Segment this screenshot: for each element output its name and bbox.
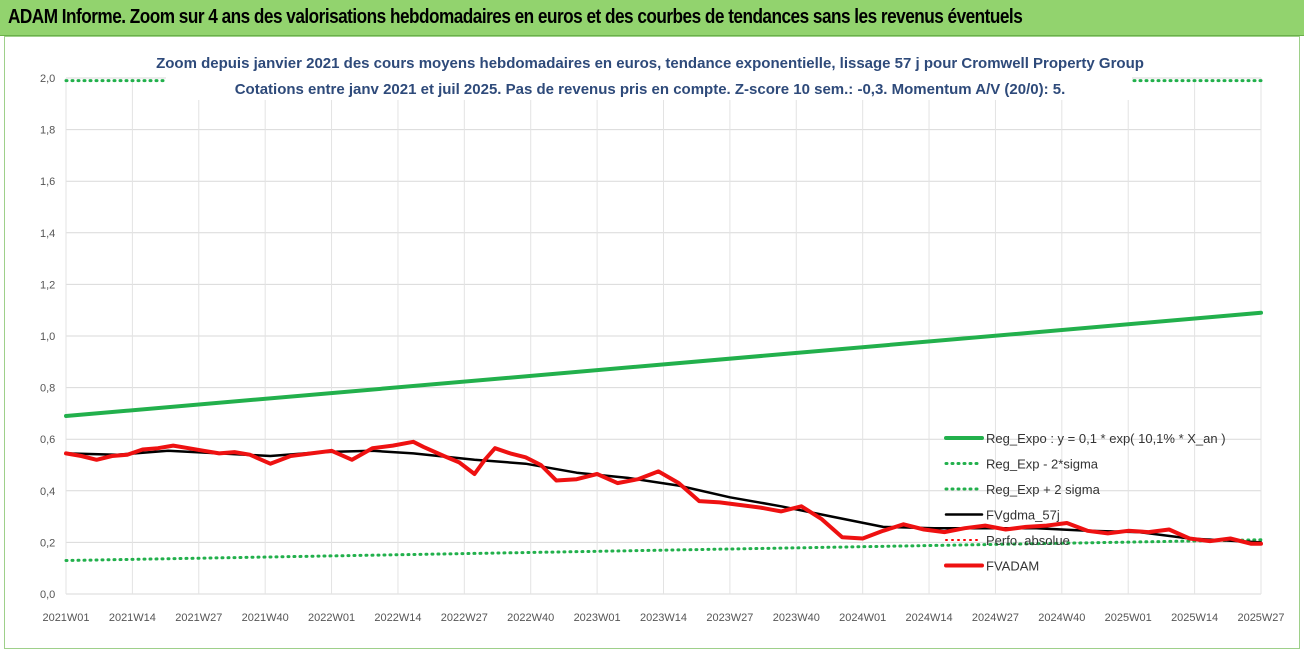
legend-label-2: Reg_Exp + 2 sigma — [986, 482, 1101, 497]
y-tick-label: 1,2 — [40, 279, 55, 291]
y-tick-label: 0,2 — [40, 537, 55, 549]
legend-label-3: FVgdma_57j — [986, 508, 1060, 523]
x-tick-label: 2025W01 — [1105, 612, 1152, 624]
x-tick-label: 2021W01 — [42, 612, 89, 624]
legend-label-5: FVADAM — [986, 559, 1039, 574]
x-tick-label: 2023W14 — [640, 612, 687, 624]
title-backdrop — [166, 50, 1132, 100]
y-tick-label: 1,8 — [40, 125, 55, 137]
x-tick-label: 2023W40 — [773, 612, 820, 624]
series-line-5 — [64, 439, 1263, 546]
x-tick-label: 2021W27 — [175, 612, 222, 624]
legend-label-0: Reg_Expo : y = 0,1 * exp( 10,1% * X_an ) — [986, 431, 1226, 446]
y-tick-label: 0,6 — [40, 434, 55, 446]
x-tick-label: 2024W27 — [972, 612, 1019, 624]
chart-subtitle-line-2: Cotations entre janv 2021 et juil 2025. … — [235, 81, 1066, 98]
x-tick-label: 2025W27 — [1237, 612, 1284, 624]
y-tick-label: 2,0 — [40, 73, 55, 85]
x-tick-label: 2022W27 — [441, 612, 488, 624]
report-title: ADAM Informe. Zoom sur 4 ans des valoris… — [8, 6, 1023, 28]
y-tick-label: 1,4 — [40, 228, 55, 240]
x-tick-label: 2022W40 — [507, 612, 554, 624]
x-tick-label: 2022W01 — [308, 612, 355, 624]
y-tick-label: 0,8 — [40, 383, 55, 395]
x-tick-label: 2021W14 — [109, 612, 156, 624]
y-tick-label: 0,0 — [40, 589, 55, 601]
x-tick-label: 2022W14 — [374, 612, 421, 624]
y-tick-label: 1,0 — [40, 331, 55, 343]
x-tick-label: 2024W01 — [839, 612, 886, 624]
legend-label-1: Reg_Exp - 2*sigma — [986, 457, 1099, 472]
x-tick-label: 2023W01 — [574, 612, 621, 624]
legend-label-4: Perfo. absolue — [986, 533, 1070, 548]
y-axis-ticks: 0,0 0,2 0,4 0,6 0,8 1,0 1,2 1,4 1,6 1,8 2,0 — [40, 73, 55, 601]
series-line-1 — [64, 538, 1263, 562]
y-tick-label: 1,6 — [40, 176, 55, 188]
x-tick-label: 2025W14 — [1171, 612, 1218, 624]
grid — [65, 77, 1262, 595]
x-axis-ticks: 2021W01 2021W14 2021W27 2021W40 2022W01 2022W… — [42, 612, 1284, 624]
report-banner: ADAM Informe. Zoom sur 4 ans des valoris… — [0, 0, 1304, 36]
chart-subtitle-line-1: Zoom depuis janvier 2021 des cours moyen… — [156, 55, 1144, 72]
x-tick-label: 2021W40 — [242, 612, 289, 624]
y-tick-label: 0,4 — [40, 486, 55, 498]
series-line-3 — [64, 449, 1263, 544]
plot-border — [4, 36, 1300, 649]
x-tick-label: 2024W40 — [1038, 612, 1085, 624]
x-tick-label: 2023W27 — [706, 612, 753, 624]
series-layer — [64, 50, 1263, 562]
x-tick-label: 2024W14 — [906, 612, 953, 624]
legend: Reg_Expo : y = 0,1 * exp( 10,1% * X_an )… — [944, 431, 1226, 574]
series-line-0 — [64, 310, 1263, 418]
